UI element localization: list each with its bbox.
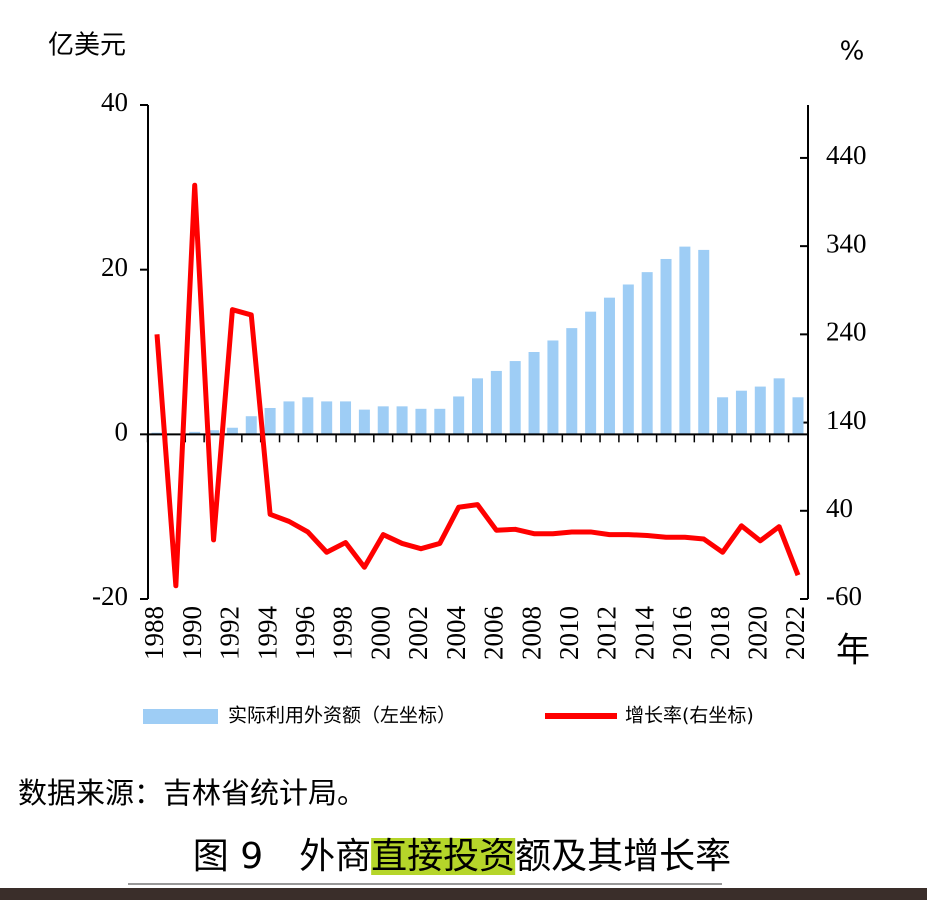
bar	[773, 378, 785, 435]
bar	[377, 406, 389, 435]
bar	[453, 396, 465, 435]
caption-highlight-bg	[371, 838, 516, 875]
x-tick-label: 2016	[667, 606, 697, 660]
x-tick-label: 2018	[705, 606, 735, 660]
bar	[340, 401, 352, 435]
bar	[472, 378, 483, 435]
x-tick-label: 2008	[516, 606, 546, 660]
x-tick-label: 2004	[441, 606, 471, 661]
bar	[264, 407, 276, 435]
legend-swatch	[143, 709, 218, 724]
y2-tick-label: 340	[826, 228, 867, 258]
y-tick-label: 20	[101, 252, 128, 282]
x-tick-label: 2002	[403, 606, 433, 660]
bar	[660, 258, 672, 435]
x-tick-label: 1998	[328, 606, 358, 660]
caption-part: 图 9 外商	[193, 836, 371, 877]
bar	[754, 386, 766, 435]
bar	[566, 328, 578, 435]
bar	[226, 427, 238, 435]
line	[154, 182, 801, 589]
bar	[358, 409, 370, 435]
caption-highlight: 直接投资	[371, 836, 515, 877]
bar	[302, 397, 314, 435]
y2-tick-label: 240	[826, 317, 867, 347]
bar	[698, 249, 710, 435]
x-tick-label: 2000	[365, 606, 395, 660]
bar	[396, 406, 408, 435]
bar	[622, 284, 634, 435]
y2-tick-label: 140	[826, 405, 867, 435]
y-axis-label: 亿美元	[48, 31, 126, 61]
y2-tick-label: 440	[826, 140, 867, 170]
y2-tick-label: 40	[826, 493, 853, 523]
x-tick-label: 1994	[252, 606, 282, 661]
x-axis-label: 年	[836, 631, 870, 671]
bar	[189, 431, 201, 435]
x-tick-label: 2010	[554, 606, 584, 660]
bar	[509, 361, 521, 435]
y2-axis-label: %	[840, 37, 865, 67]
bottom-bar	[0, 888, 927, 900]
bar	[735, 390, 747, 435]
x-tick-label: 2006	[479, 606, 509, 660]
x-tick-label: 2014	[629, 606, 659, 661]
y-tick-label: -20	[92, 581, 128, 611]
x-tick-label: 1988	[139, 606, 169, 660]
source-note: 数据来源：吉林省统计局。	[18, 776, 366, 810]
legend-label: 增长率(右坐标)	[625, 705, 754, 727]
x-tick-label: 1992	[215, 606, 245, 660]
caption-part: 额及其增长率	[515, 836, 731, 877]
y-tick-label: 0	[115, 417, 129, 447]
bar	[245, 416, 257, 435]
bar	[641, 272, 653, 435]
bar	[585, 311, 597, 435]
y2-tick-label: -60	[826, 581, 862, 611]
legend-label: 实际利用外资额（左坐标）	[228, 705, 456, 727]
bar	[547, 340, 559, 435]
x-tick-label: 1996	[290, 606, 320, 660]
bar	[679, 246, 691, 435]
bar	[415, 408, 427, 435]
bar	[208, 430, 220, 435]
bar	[792, 397, 804, 435]
x-tick-label: 2020	[742, 606, 772, 660]
x-tick-label: 2012	[592, 606, 622, 660]
bar	[283, 401, 295, 435]
x-tick-label: 2022	[780, 606, 810, 660]
bar	[528, 352, 540, 435]
bar	[434, 408, 446, 435]
caption: 图 9 外商直接投资额及其增长率	[193, 836, 731, 877]
bar	[717, 397, 729, 435]
y-tick-label: 40	[101, 87, 128, 117]
bar	[490, 370, 502, 435]
bar	[603, 297, 615, 435]
x-tick-label: 1990	[177, 606, 207, 660]
bar	[321, 401, 333, 435]
